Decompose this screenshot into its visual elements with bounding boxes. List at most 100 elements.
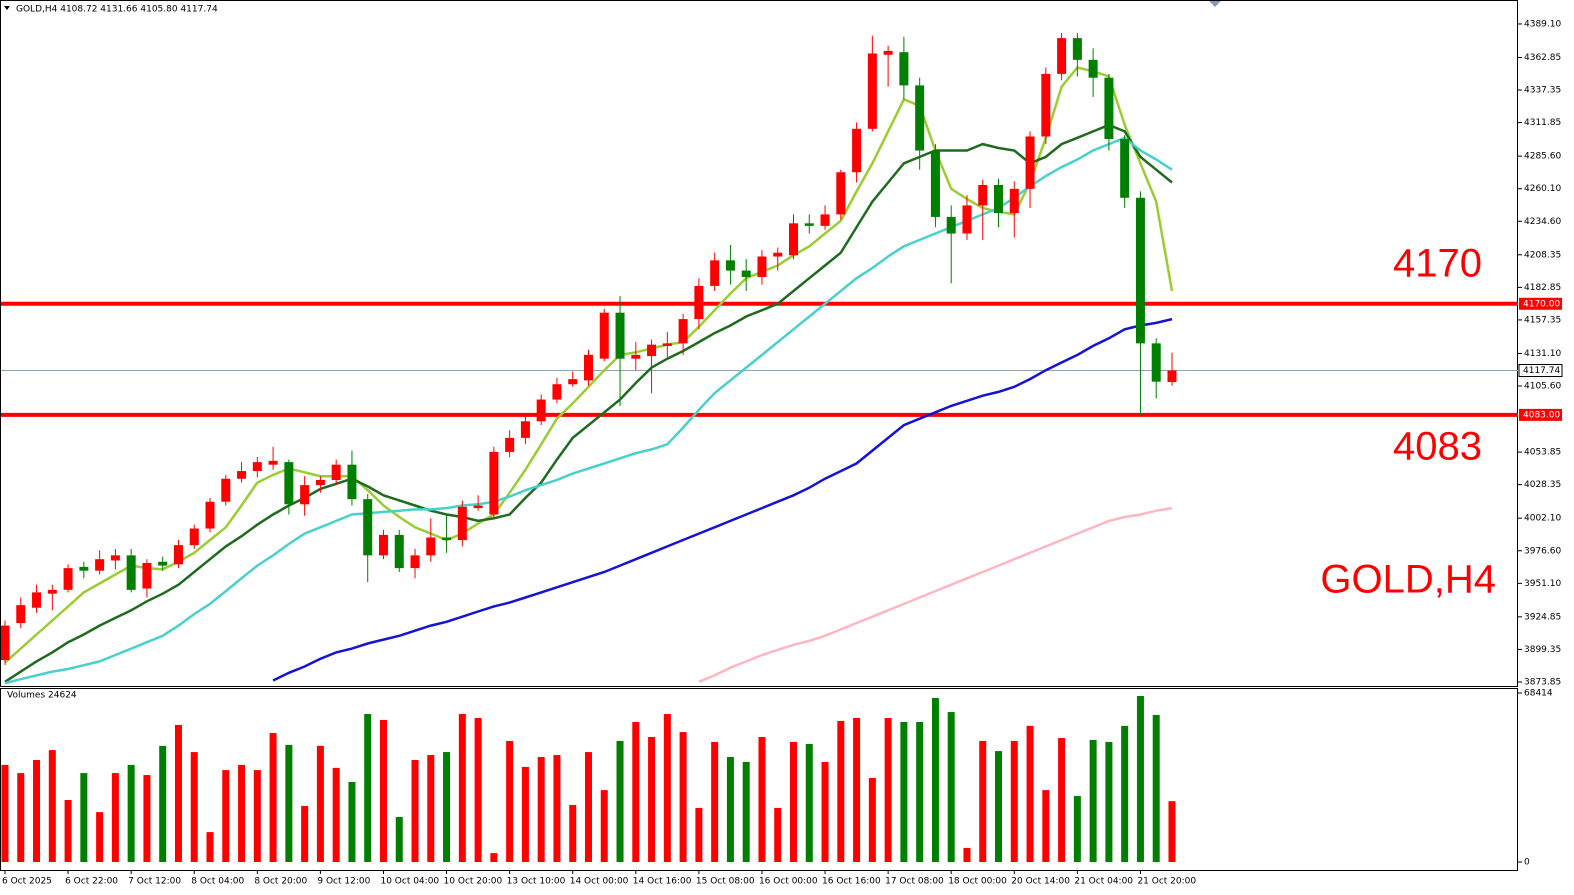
volume-bar bbox=[332, 767, 340, 862]
x-tick-label: 8 Oct 04:00 bbox=[191, 877, 244, 887]
y-tick-label: 4208.35 bbox=[1524, 250, 1561, 260]
volume-bar bbox=[884, 717, 892, 862]
volume-bar bbox=[900, 721, 908, 862]
volume-bar bbox=[1042, 790, 1050, 862]
y-tick-label: 4234.60 bbox=[1524, 217, 1561, 227]
level-tag-label: 4170.00 bbox=[1523, 299, 1560, 309]
candle-body bbox=[473, 505, 483, 509]
candle-body bbox=[16, 605, 26, 624]
level-tag bbox=[1519, 297, 1562, 310]
volume-bar bbox=[805, 743, 813, 862]
volume-tick-label: 0 bbox=[1524, 858, 1530, 868]
volume-bar bbox=[521, 766, 529, 862]
volume-bar bbox=[411, 759, 419, 862]
y-tick-label: 4105.60 bbox=[1524, 382, 1561, 392]
candle-body bbox=[457, 506, 467, 541]
candle-body bbox=[1104, 77, 1114, 140]
y-tick-label: 4311.85 bbox=[1524, 118, 1561, 128]
y-tick-label: 4182.85 bbox=[1524, 283, 1561, 293]
candle-body bbox=[284, 462, 294, 505]
candle-body bbox=[1135, 197, 1145, 344]
y-tick-label: 4157.35 bbox=[1524, 315, 1561, 325]
candle-body bbox=[95, 559, 105, 571]
candle-body bbox=[363, 499, 373, 556]
candle-body bbox=[442, 537, 452, 541]
y-tick-label: 4131.10 bbox=[1524, 349, 1561, 359]
volume-bar bbox=[111, 773, 119, 862]
candle-body bbox=[268, 460, 278, 465]
volume-bar bbox=[1058, 737, 1066, 862]
volume-bar bbox=[837, 720, 845, 862]
volume-bar bbox=[253, 770, 261, 862]
candle-body bbox=[867, 53, 877, 129]
candle-body bbox=[1, 625, 10, 661]
candle-body bbox=[725, 260, 735, 271]
volume-bar bbox=[474, 717, 482, 862]
volume-bar bbox=[159, 745, 167, 862]
candle-body bbox=[221, 478, 231, 502]
y-tick-label: 4053.85 bbox=[1524, 448, 1561, 458]
x-tick-label: 7 Oct 12:00 bbox=[128, 877, 181, 887]
candle-body bbox=[110, 555, 120, 561]
y-tick-label: 4285.60 bbox=[1524, 152, 1561, 162]
y-tick-label: 4260.10 bbox=[1524, 184, 1561, 194]
volume-bar bbox=[584, 752, 592, 862]
volume-bar bbox=[316, 745, 324, 862]
ma-line bbox=[4, 123, 1173, 683]
candle-body bbox=[520, 421, 530, 438]
y-tick-label: 4362.85 bbox=[1524, 53, 1561, 63]
price-plot bbox=[1, 33, 1518, 685]
candle-body bbox=[789, 223, 798, 256]
candle-body bbox=[599, 312, 609, 359]
volume-bar bbox=[348, 781, 356, 862]
volume-bar bbox=[1010, 740, 1018, 862]
volume-bar bbox=[490, 853, 498, 862]
x-tick-label: 17 Oct 08:00 bbox=[885, 877, 944, 887]
volume-bar bbox=[726, 757, 734, 862]
volume-bar bbox=[17, 773, 25, 862]
candle-body bbox=[142, 563, 152, 589]
candle-body bbox=[946, 216, 956, 234]
level-text: 4083 bbox=[1393, 424, 1482, 468]
volume-bar bbox=[1121, 725, 1129, 862]
x-tick-label: 21 Oct 04:00 bbox=[1074, 877, 1133, 887]
candle-body bbox=[915, 85, 925, 151]
candle-body bbox=[394, 534, 404, 569]
ma-line bbox=[4, 136, 1173, 685]
volume-bar bbox=[395, 817, 403, 862]
volume-bar bbox=[553, 755, 561, 862]
volume-bar bbox=[506, 740, 514, 862]
candle-body bbox=[347, 464, 357, 500]
volume-bar bbox=[569, 804, 577, 862]
candle-body bbox=[1120, 139, 1130, 198]
x-tick-label: 16 Oct 16:00 bbox=[822, 877, 881, 887]
y-tick-label: 4337.35 bbox=[1524, 86, 1561, 96]
candle-body bbox=[978, 185, 988, 206]
volume-bar bbox=[1026, 725, 1034, 862]
x-tick-label: 10 Oct 20:00 bbox=[444, 877, 503, 887]
volume-bar bbox=[33, 759, 41, 862]
volume-bar bbox=[1152, 715, 1160, 862]
volume-bar bbox=[632, 721, 640, 862]
ma-line bbox=[272, 317, 1173, 682]
volume-bar bbox=[238, 764, 246, 862]
candle-body bbox=[757, 256, 767, 277]
candle-body bbox=[47, 589, 57, 594]
volume-bar bbox=[301, 805, 309, 862]
candle-body bbox=[1167, 370, 1177, 383]
candle-body bbox=[647, 344, 657, 357]
volume-tick-label: 68414 bbox=[1524, 689, 1553, 699]
candle-body bbox=[852, 128, 862, 173]
volume-bar bbox=[80, 773, 88, 862]
volume-bar bbox=[663, 714, 671, 862]
x-tick-label: 20 Oct 14:00 bbox=[1011, 877, 1070, 887]
volume-bar bbox=[1089, 739, 1097, 862]
volume-bar bbox=[616, 740, 624, 862]
volume-bar bbox=[458, 714, 466, 862]
candle-body bbox=[568, 379, 578, 385]
volume-bar bbox=[711, 741, 719, 862]
candle-body bbox=[173, 545, 183, 565]
volume-bar bbox=[64, 799, 72, 862]
x-tick-label: 6 Oct 22:00 bbox=[65, 877, 118, 887]
